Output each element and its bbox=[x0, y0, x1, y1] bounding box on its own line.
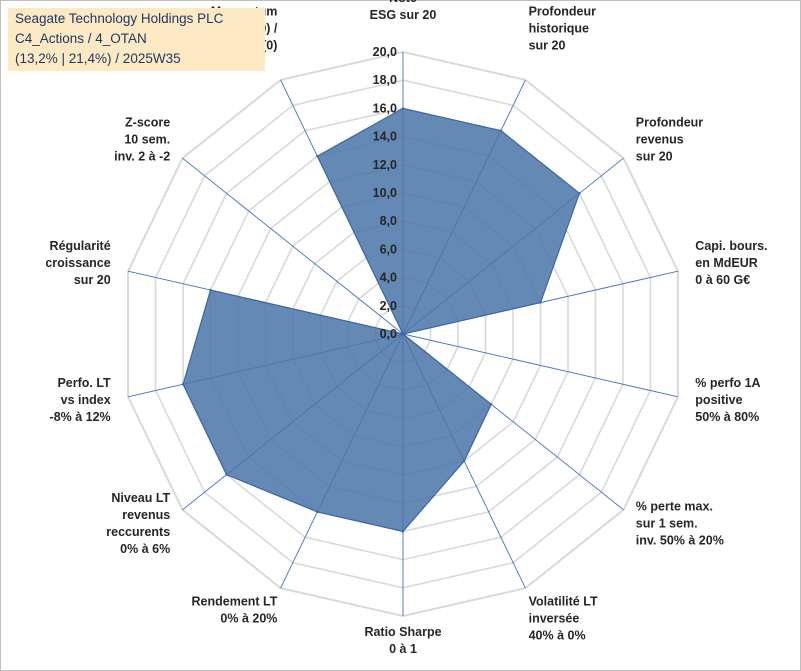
category-label: Profondeur revenus sur 20 bbox=[636, 116, 703, 164]
radial-tick-label: 8,0 bbox=[380, 214, 397, 228]
radial-tick-label: 20,0 bbox=[373, 45, 397, 59]
category-label: Niveau LT revenus reccurents 0% à 6% bbox=[106, 491, 170, 556]
category-label-line: ESG sur 20 bbox=[370, 8, 437, 22]
category-label-line: croissance bbox=[45, 256, 110, 270]
data-point bbox=[316, 154, 319, 158]
category-label-line: 50% à 80% bbox=[695, 410, 759, 424]
category-label-line: sur 20 bbox=[74, 273, 111, 287]
category-label-line: % perte max. bbox=[636, 500, 713, 514]
radial-tick-label: 2,0 bbox=[380, 299, 397, 313]
category-label: Ratio Sharpe 0 à 1 bbox=[364, 625, 441, 656]
category-label-line: Capi. bours. bbox=[695, 239, 767, 253]
category-label: Note ESG sur 20 bbox=[370, 0, 437, 22]
category-label-line: 10 sem. bbox=[124, 133, 170, 147]
category-label-line: Perfo. LT bbox=[57, 376, 111, 390]
category-label-line: Z-score bbox=[125, 116, 170, 130]
category-label-line: 0% à 20% bbox=[220, 612, 277, 626]
radial-tick-label: 14,0 bbox=[373, 130, 397, 144]
category-label-line: 0 à 1 bbox=[389, 642, 417, 656]
category-label: Z-score 10 sem. inv. 2 à -2 bbox=[114, 116, 170, 164]
category-label-line: revenus bbox=[636, 133, 684, 147]
category-label-line: Ratio Sharpe bbox=[364, 625, 441, 639]
radial-tick-label: 4,0 bbox=[380, 271, 397, 285]
category-label-line: vs index bbox=[61, 393, 111, 407]
category-label: Volatilité LT inversée 40% à 0% bbox=[529, 595, 598, 643]
category-label-line: Niveau LT bbox=[111, 491, 170, 505]
category-label-line: Volatilité LT bbox=[529, 595, 598, 609]
category-label-line: sur 20 bbox=[636, 150, 673, 164]
category-label-line: Profondeur bbox=[636, 116, 703, 130]
category-label-line: sur 20 bbox=[529, 39, 566, 53]
category-label-line: inv. 50% à 20% bbox=[636, 534, 724, 548]
category-label-line: reccurents bbox=[106, 525, 170, 539]
radial-tick-label: 16,0 bbox=[373, 101, 397, 115]
category-label: Rendement LT 0% à 20% bbox=[192, 595, 278, 626]
data-point bbox=[225, 473, 228, 476]
chart-title-box: Seagate Technology Holdings PLC C4_Actio… bbox=[8, 8, 265, 71]
category-label: Régularité croissance sur 20 bbox=[45, 239, 110, 287]
data-point bbox=[463, 459, 466, 463]
data-point bbox=[181, 383, 185, 386]
category-label-line: Profondeur bbox=[529, 5, 596, 19]
chart-title-company: Seagate Technology Holdings PLC bbox=[15, 11, 224, 26]
tick-layer: 0,0 2,0 4,0 6,0 8,0 10,0 12,0 14,0 16,0 18,0 20,0 bbox=[373, 45, 397, 341]
data-point bbox=[209, 288, 212, 292]
category-label-line: Régularité bbox=[50, 239, 111, 253]
category-label-line: inversée bbox=[529, 612, 580, 626]
category-label-line: % perfo 1A bbox=[695, 376, 760, 390]
radial-tick-label: 18,0 bbox=[373, 73, 397, 87]
data-point bbox=[578, 192, 581, 195]
category-label: % perfo 1A positive 50% à 80% bbox=[695, 376, 760, 424]
data-point bbox=[499, 129, 503, 132]
category-label-line: sur 1 sem. bbox=[636, 517, 698, 531]
category-label-line: -8% à 12% bbox=[50, 410, 111, 424]
radial-tick-label: 12,0 bbox=[373, 158, 397, 172]
chart-title-period: (13,2% | 21,4%) / 2025W35 bbox=[15, 51, 181, 66]
series-area bbox=[182, 107, 581, 533]
data-point bbox=[401, 107, 405, 110]
category-label: Capi. bours. en MdEUR 0 à 60 G€ bbox=[695, 239, 767, 287]
radial-tick-label: 10,0 bbox=[373, 186, 397, 200]
data-point bbox=[539, 301, 542, 304]
series-layer bbox=[181, 107, 581, 533]
radar-spoke bbox=[402, 333, 679, 398]
radial-tick-label: 6,0 bbox=[380, 242, 397, 256]
category-label: % perte max. sur 1 sem. inv. 50% à 20% bbox=[636, 500, 724, 548]
category-label-line: 0% à 6% bbox=[120, 542, 170, 556]
data-point bbox=[316, 510, 319, 514]
radial-tick-label: 0,0 bbox=[380, 327, 397, 341]
data-point bbox=[401, 530, 405, 533]
category-label: Perfo. LT vs index -8% à 12% bbox=[50, 376, 112, 424]
category-label-line: positive bbox=[695, 393, 742, 407]
data-point bbox=[401, 332, 405, 336]
category-label-line: 0 à 60 G€ bbox=[695, 273, 750, 287]
data-point bbox=[490, 403, 493, 406]
category-label-line: Note bbox=[389, 0, 417, 5]
category-label-line: en MdEUR bbox=[695, 256, 758, 270]
radar-spoke bbox=[182, 157, 404, 335]
category-label-line: 40% à 0% bbox=[529, 629, 586, 643]
category-label-line: historique bbox=[529, 22, 589, 36]
category-label: Profondeur historique sur 20 bbox=[529, 5, 596, 53]
category-label-line: revenus bbox=[122, 508, 170, 522]
chart-title-category: C4_Actions / 4_OTAN bbox=[15, 31, 147, 46]
category-label-line: inv. 2 à -2 bbox=[114, 150, 170, 164]
category-label-line: Rendement LT bbox=[192, 595, 278, 609]
